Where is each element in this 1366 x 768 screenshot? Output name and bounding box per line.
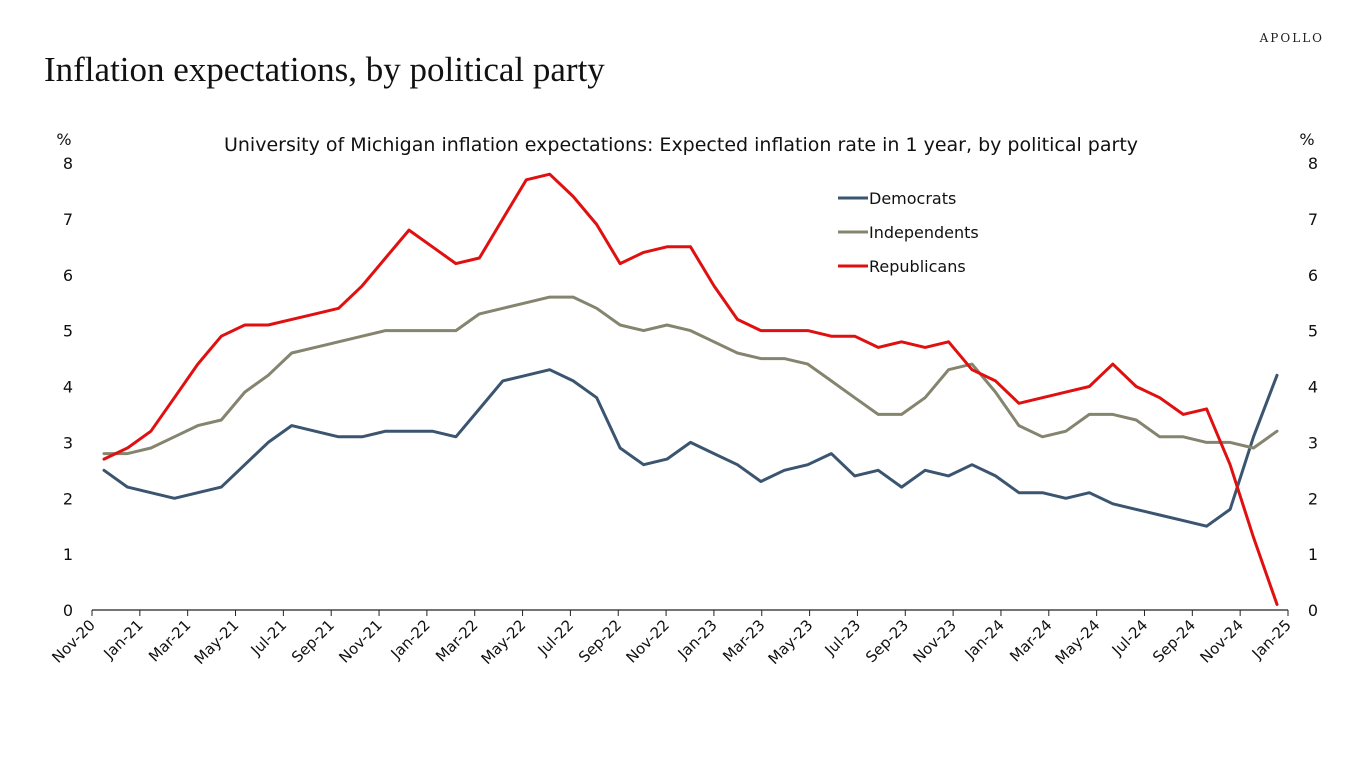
y-tick-label-right: 0	[1308, 601, 1318, 620]
chart-title: University of Michigan inflation expecta…	[224, 134, 1138, 156]
x-tick-label: Jul-24	[1108, 616, 1152, 660]
x-tick-label: Nov-22	[622, 616, 672, 666]
x-tick-label: Jan-22	[387, 616, 434, 663]
x-tick-label: Sep-23	[862, 616, 912, 666]
x-tick-label: Jul-21	[247, 616, 291, 660]
y-tick-label-left: 3	[63, 433, 73, 452]
x-tick-label: Sep-22	[575, 616, 625, 666]
x-tick-label: Mar-24	[1006, 616, 1055, 665]
y-tick-label-right: 6	[1308, 266, 1318, 285]
x-tick-label: Nov-23	[909, 616, 959, 666]
y-tick-label-left: 6	[63, 266, 73, 285]
series-line-republicans	[102, 172, 1279, 606]
x-tick-label: Mar-23	[719, 616, 768, 665]
x-tick-label: May-21	[191, 616, 243, 668]
y-tick-label-left: 8	[63, 154, 73, 173]
y-axis-unit-left: %	[56, 130, 71, 149]
page-title: Inflation expectations, by political par…	[44, 50, 605, 89]
y-tick-label-right: 2	[1308, 489, 1318, 508]
y-tick-label-left: 7	[63, 210, 73, 229]
y-tick-label-right: 5	[1308, 322, 1318, 341]
series-lines	[102, 172, 1279, 606]
y-tick-label-right: 1	[1308, 545, 1318, 564]
y-tick-label-right: 4	[1308, 378, 1318, 397]
x-tick-label: May-23	[765, 616, 817, 668]
y-tick-label-left: 2	[63, 489, 73, 508]
x-tick-label: Nov-24	[1197, 616, 1247, 666]
series-line-independents	[102, 295, 1279, 456]
x-tick-label: May-24	[1052, 616, 1104, 668]
y-tick-label-right: 3	[1308, 433, 1318, 452]
y-tick-label-left: 1	[63, 545, 73, 564]
x-tick-label: Nov-21	[335, 616, 385, 666]
y-axis-unit-right: %	[1299, 130, 1314, 149]
x-tick-label: Jul-23	[821, 616, 865, 660]
legend-label-democrats: Democrats	[869, 189, 956, 208]
legend: Democrats Independents Republicans	[838, 189, 979, 276]
y-tick-label-left: 4	[63, 378, 73, 397]
x-tick-label: Jan-21	[100, 616, 147, 663]
x-tick-label: Jan-25	[1248, 616, 1295, 663]
y-tick-label-left: 0	[63, 601, 73, 620]
x-tick-label: Mar-22	[432, 616, 481, 665]
apollo-logo: APOLLO	[1259, 31, 1324, 45]
legend-label-independents: Independents	[869, 223, 979, 242]
series-line-democrats	[102, 368, 1279, 528]
x-tick-label: Sep-21	[288, 616, 338, 666]
legend-label-republicans: Republicans	[869, 257, 966, 276]
x-tick-label: Jul-22	[534, 616, 578, 660]
x-tick-label: May-22	[478, 616, 530, 668]
y-tick-label-right: 7	[1308, 210, 1318, 229]
x-tick-label: Sep-24	[1149, 616, 1199, 666]
x-tick-label: Nov-20	[48, 616, 98, 666]
y-tick-label-right: 8	[1308, 154, 1318, 173]
y-tick-label-left: 5	[63, 322, 73, 341]
x-tick-label: Jan-24	[961, 616, 1008, 663]
x-tick-label: Jan-23	[674, 616, 721, 663]
x-tick-label: Mar-21	[145, 616, 194, 665]
